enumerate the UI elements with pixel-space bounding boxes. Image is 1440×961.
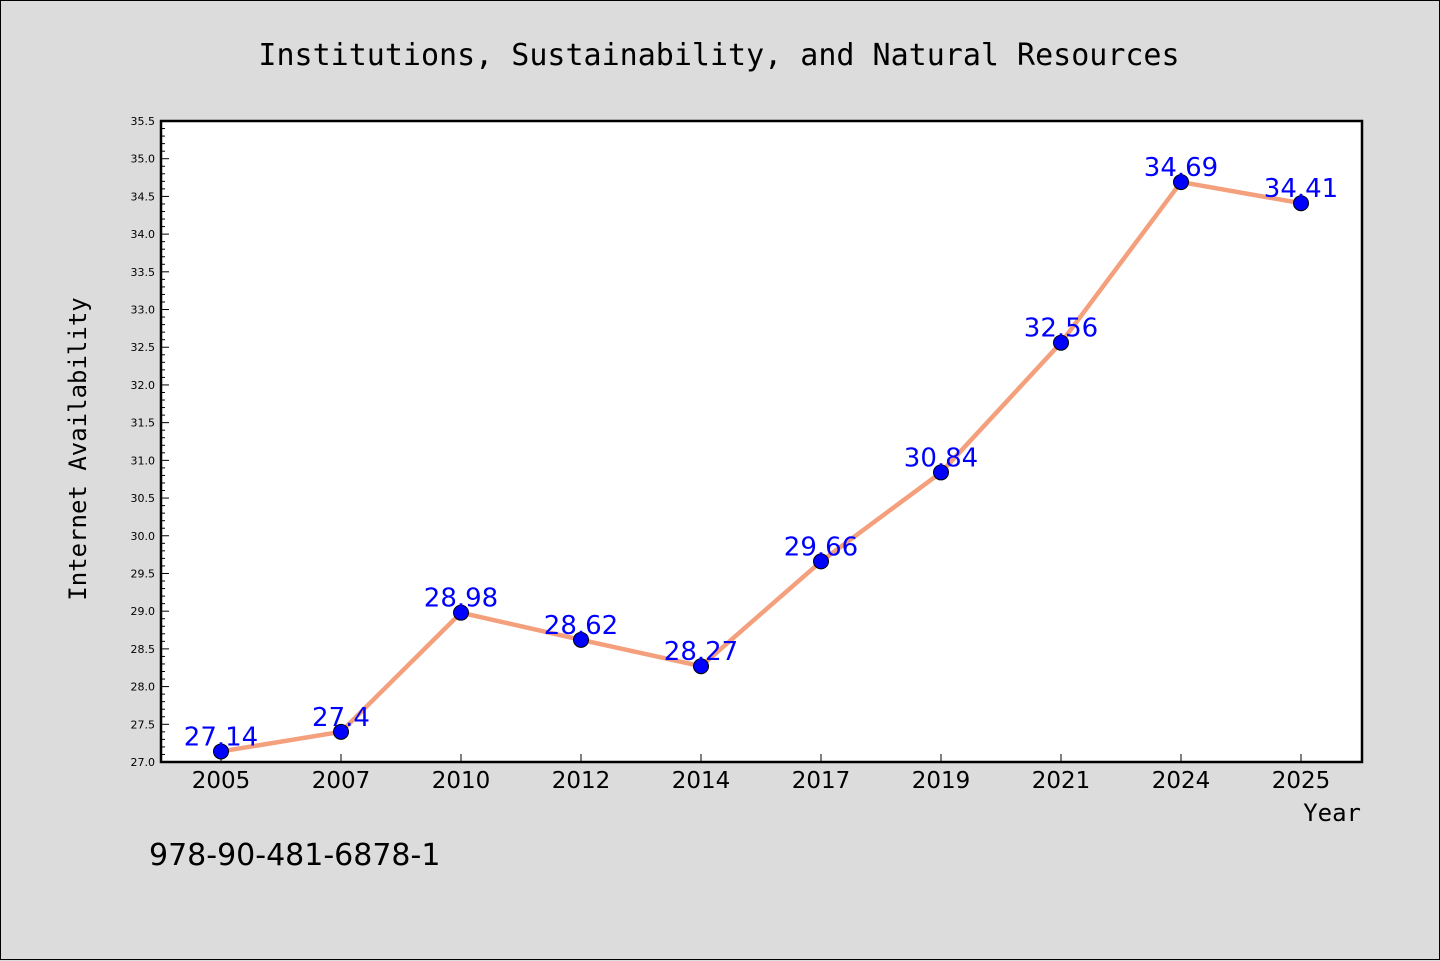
x-tick-label: 2021	[1032, 768, 1091, 794]
x-tick-label: 2012	[552, 768, 611, 794]
data-label: 30.84	[904, 443, 978, 473]
y-tick-label: 31.5	[131, 417, 156, 430]
y-tick-label: 27.5	[131, 718, 156, 731]
data-point	[1293, 195, 1309, 212]
y-tick-label: 32.0	[131, 379, 156, 392]
data-label: 32.56	[1024, 314, 1098, 344]
data-label: 28.62	[544, 611, 618, 641]
x-tick-label: 2010	[432, 768, 491, 794]
series-group	[213, 174, 1309, 760]
y-tick-label: 35.0	[131, 153, 156, 166]
isbn-footer: 978-90-481-6878-1	[149, 838, 440, 873]
x-tick-label: 2017	[792, 768, 851, 794]
data-point	[693, 658, 709, 675]
y-tick-label: 29.0	[131, 605, 156, 618]
data-point	[813, 553, 829, 570]
y-tick-label: 27.0	[131, 756, 156, 769]
y-tick-label: 30.0	[131, 530, 156, 543]
data-point	[333, 723, 349, 740]
y-tick-label: 30.5	[131, 492, 156, 505]
x-axis: 2005 2007 2010 2012 2014 2017 2019 2021 2024 2025	[192, 754, 1331, 794]
y-tick-label: 29.5	[131, 567, 156, 580]
x-tick-label: 2025	[1272, 768, 1331, 794]
data-point	[933, 464, 949, 481]
data-label: 27.14	[184, 722, 258, 752]
data-label: 28.27	[664, 637, 738, 667]
data-point	[453, 604, 469, 621]
y-axis-title: Internet Availability	[64, 297, 92, 600]
data-point	[1173, 174, 1189, 191]
data-point	[213, 743, 229, 760]
chart-title: Institutions, Sustainability, and Natura…	[258, 38, 1179, 73]
x-tick-label: 2019	[912, 768, 971, 794]
data-label: 29.66	[784, 532, 858, 562]
plot-area	[159, 119, 1364, 764]
y-tick-label: 33.0	[131, 304, 156, 317]
series-line	[220, 179, 1302, 754]
y-tick-label: 35.5	[131, 115, 156, 128]
y-tick-label: 34.0	[131, 228, 156, 241]
data-point	[573, 631, 589, 648]
data-labels: 27.14 27.4 28.98 28.62 28.27 29.66 30.84 32.56 3…	[184, 153, 1338, 752]
x-tick-label: 2024	[1152, 768, 1211, 794]
y-tick-label: 34.5	[131, 190, 156, 203]
y-tick-label: 31.0	[131, 454, 156, 467]
data-point	[1053, 334, 1069, 351]
y-tick-label: 28.5	[131, 643, 156, 656]
data-label: 34.69	[1144, 153, 1218, 183]
y-tick-label: 28.0	[131, 681, 156, 694]
x-tick-label: 2014	[672, 768, 731, 794]
x-tick-label: 2005	[192, 768, 251, 794]
data-label: 27.4	[312, 703, 370, 733]
data-label: 28.98	[424, 584, 498, 614]
x-tick-label: 2007	[312, 768, 371, 794]
y-tick-label: 32.5	[131, 341, 156, 354]
y-tick-label: 33.5	[131, 266, 156, 279]
x-axis-title: Year	[1303, 799, 1361, 827]
data-label: 34.41	[1264, 174, 1338, 204]
y-axis: 27.0 27.5 28.0 28.5 29.0 29.5 30.0 30.5 31.0 31.5…	[131, 115, 169, 769]
